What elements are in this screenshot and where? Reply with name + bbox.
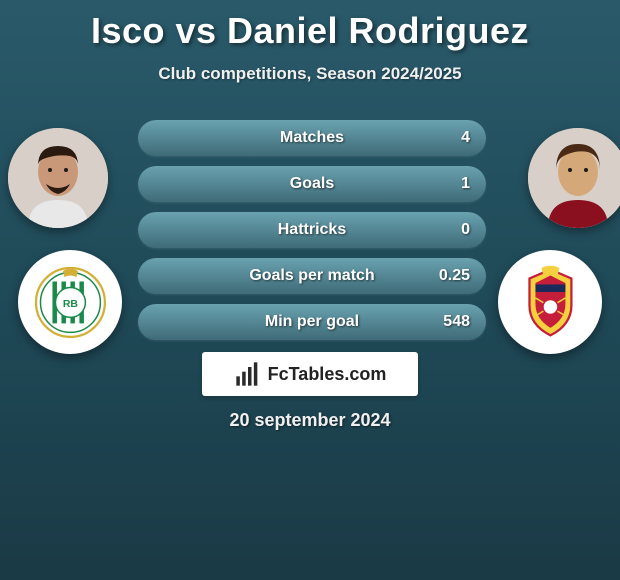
brand-badge: FcTables.com bbox=[202, 352, 418, 396]
stats-container: Matches 4 Goals 1 Hattricks 0 Goals per … bbox=[138, 120, 486, 350]
svg-text:RB: RB bbox=[62, 298, 78, 309]
player-right-icon bbox=[528, 128, 620, 228]
player-left-icon bbox=[8, 128, 108, 228]
player-right-avatar bbox=[528, 128, 620, 228]
stat-label: Goals per match bbox=[138, 267, 486, 285]
stat-label: Matches bbox=[138, 129, 486, 147]
brand-text: FcTables.com bbox=[268, 364, 387, 385]
player-left-avatar bbox=[8, 128, 108, 228]
stat-value: 0.25 bbox=[439, 267, 470, 285]
club-right-badge bbox=[498, 250, 602, 354]
club-left-badge: RB bbox=[18, 250, 122, 354]
club-right-icon bbox=[513, 265, 588, 340]
stat-value: 548 bbox=[443, 313, 470, 331]
stat-min-per-goal: Min per goal 548 bbox=[138, 304, 486, 340]
stat-value: 1 bbox=[461, 175, 470, 193]
stat-value: 0 bbox=[461, 221, 470, 239]
subtitle: Club competitions, Season 2024/2025 bbox=[0, 64, 620, 84]
stat-label: Min per goal bbox=[138, 313, 486, 331]
stat-label: Hattricks bbox=[138, 221, 486, 239]
stat-goals-per-match: Goals per match 0.25 bbox=[138, 258, 486, 294]
stat-matches: Matches 4 bbox=[138, 120, 486, 156]
stat-label: Goals bbox=[138, 175, 486, 193]
club-left-icon: RB bbox=[33, 265, 108, 340]
brand-logo-icon bbox=[234, 360, 262, 388]
date-text: 20 september 2024 bbox=[0, 410, 620, 431]
stat-goals: Goals 1 bbox=[138, 166, 486, 202]
stat-hattricks: Hattricks 0 bbox=[138, 212, 486, 248]
page-title: Isco vs Daniel Rodriguez bbox=[0, 0, 620, 52]
stat-value: 4 bbox=[461, 129, 470, 147]
